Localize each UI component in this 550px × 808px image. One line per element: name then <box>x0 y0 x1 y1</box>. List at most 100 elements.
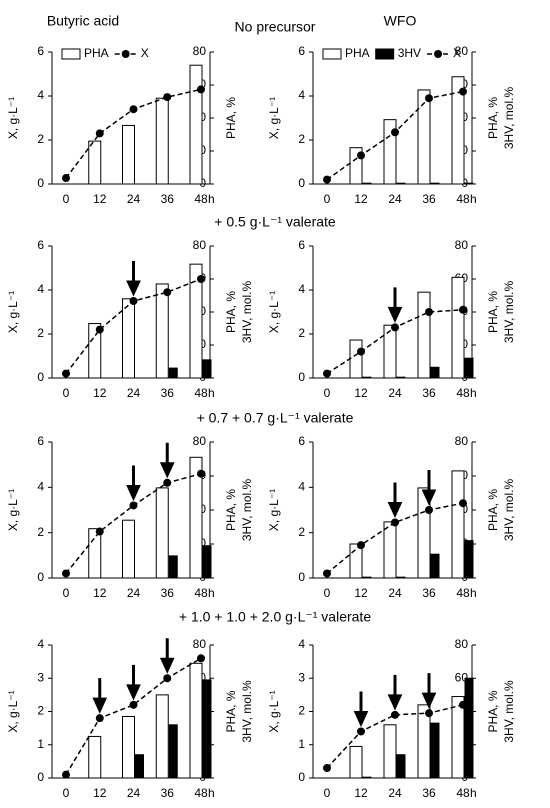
bar <box>155 487 169 579</box>
y2-tick-label: 80 <box>455 44 469 58</box>
point <box>425 308 433 316</box>
x-tick-label: 36 <box>161 786 175 800</box>
legend-label: X <box>453 46 461 60</box>
x-unit: h <box>208 192 215 206</box>
bar <box>122 715 135 779</box>
x-tick-label: 24 <box>127 386 141 400</box>
x-tick-label: 48 <box>194 586 208 600</box>
y2-tick-label: 80 <box>455 434 469 448</box>
y2-axis-label: PHA, % <box>224 291 238 333</box>
bar <box>168 367 178 379</box>
addition-arrow <box>126 664 141 701</box>
point <box>391 128 399 137</box>
point <box>129 297 138 305</box>
y-tick-label: 6 <box>37 434 44 448</box>
point <box>323 764 331 773</box>
addition-arrow <box>421 673 437 709</box>
bar <box>464 357 474 379</box>
y2-axis-label: 3HV, mol.% <box>240 479 254 542</box>
x-tick-label: 12 <box>354 386 368 400</box>
point <box>163 478 172 487</box>
point <box>425 709 433 718</box>
y-axis-label: X, g·L⁻¹ <box>267 489 281 531</box>
y-tick-label: 6 <box>37 238 44 252</box>
point <box>459 499 467 508</box>
line <box>326 704 464 769</box>
point <box>129 105 138 114</box>
y-tick-label: 1 <box>37 737 44 751</box>
y-tick-label: 2 <box>37 704 44 718</box>
x-tick-label: 36 <box>422 192 436 206</box>
y2-tick-label: 80 <box>455 238 469 252</box>
y2-tick-label: 80 <box>193 238 207 252</box>
x-tick-label: 12 <box>93 786 107 800</box>
y2-axis-label: PHA, % <box>486 97 500 139</box>
line <box>326 502 464 575</box>
y2-tick-label: 0 <box>199 176 206 190</box>
point <box>459 700 467 709</box>
y2-axis-label: 3HV, mol.% <box>240 281 254 344</box>
x-tick-label: 0 <box>324 586 331 600</box>
x-tick-label: 24 <box>127 586 141 600</box>
point <box>163 674 172 683</box>
x-tick-label: 24 <box>388 386 402 400</box>
y-tick-label: 4 <box>298 282 305 296</box>
y-tick-label: 2 <box>298 704 305 718</box>
addition-arrow <box>387 674 403 711</box>
legend-swatch <box>121 50 130 58</box>
y-tick-label: 0 <box>298 570 305 584</box>
bar <box>383 521 397 579</box>
y2-tick-label: 80 <box>193 44 207 58</box>
line <box>65 657 202 776</box>
addition-arrow <box>421 470 437 506</box>
x-tick-label: 48 <box>456 192 470 206</box>
addition-arrow <box>387 482 403 519</box>
y2-axis-label: 3HV, mol.% <box>502 87 516 150</box>
legend-label: 3HV <box>398 46 421 60</box>
x-tick-label: 36 <box>161 192 175 206</box>
x-tick-label: 0 <box>324 192 331 206</box>
bar <box>430 182 440 185</box>
x-unit: h <box>208 386 215 400</box>
bar <box>349 745 363 779</box>
bar <box>155 694 169 779</box>
x-tick-label: 48 <box>194 786 208 800</box>
y-tick-label: 0 <box>37 770 44 784</box>
y-tick-label: 4 <box>298 637 305 651</box>
row-title: + 0.5 g·L⁻¹ valerate <box>214 214 336 230</box>
row-title: + 1.0 + 1.0 + 2.0 g·L⁻¹ valerate <box>179 609 371 625</box>
bar <box>88 140 102 185</box>
legend-swatch <box>61 48 81 60</box>
point <box>95 129 104 138</box>
x-tick-label: 0 <box>63 586 70 600</box>
y2-tick-label: 80 <box>455 637 469 651</box>
addition-arrow <box>126 261 141 297</box>
bar <box>430 366 440 379</box>
y-tick-label: 6 <box>298 44 305 58</box>
bar <box>122 124 135 185</box>
legend-swatch <box>375 48 395 60</box>
bar <box>396 576 406 579</box>
bar <box>349 543 363 579</box>
x-tick-label: 0 <box>63 786 70 800</box>
x-unit: h <box>470 386 477 400</box>
y-tick-label: 0 <box>37 370 44 384</box>
point <box>62 569 70 578</box>
x-tick-label: 24 <box>388 586 402 600</box>
y-tick-label: 0 <box>298 176 305 190</box>
point <box>197 469 205 478</box>
column-title: WFO <box>384 13 417 29</box>
point <box>357 541 365 550</box>
bar <box>362 576 372 579</box>
point <box>323 369 331 378</box>
bar <box>396 376 406 379</box>
y-tick-label: 2 <box>298 326 305 340</box>
x-tick-label: 48 <box>194 386 208 400</box>
legend-swatch <box>434 50 443 58</box>
bar <box>383 724 397 779</box>
bar <box>464 677 474 779</box>
y2-axis-label: PHA, % <box>486 489 500 531</box>
bar <box>430 722 440 779</box>
legend-label: X <box>141 46 149 60</box>
y-tick-label: 2 <box>37 326 44 340</box>
